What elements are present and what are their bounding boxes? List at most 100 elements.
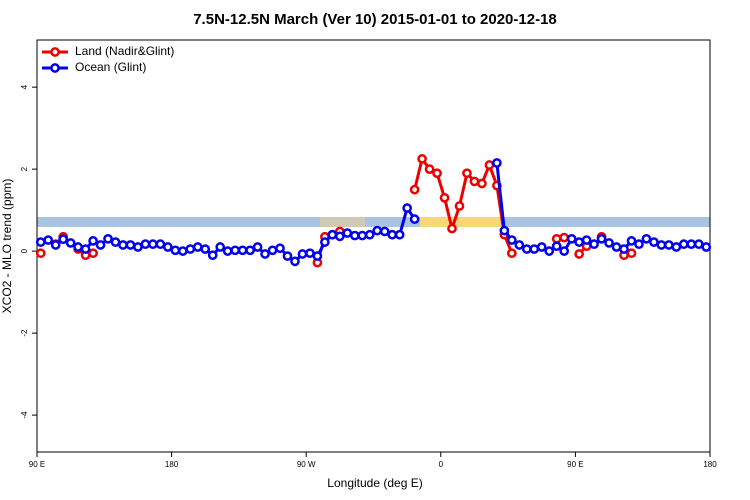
data-point [58, 234, 69, 245]
data-point [432, 168, 442, 179]
data-point [566, 233, 577, 244]
data-point [409, 214, 420, 224]
x-tick-label: 90 E [29, 460, 45, 469]
data-point [394, 229, 405, 240]
x-tick-label: 180 [165, 460, 179, 469]
data-point [252, 242, 263, 252]
data-point [626, 248, 637, 259]
data-point [581, 235, 592, 245]
data-point [282, 251, 293, 261]
data-point [469, 176, 480, 187]
data-point [335, 231, 345, 242]
data-point [267, 245, 278, 256]
legend-marker [50, 63, 60, 73]
data-point [372, 225, 383, 236]
data-point [222, 246, 233, 256]
data-point [678, 239, 689, 250]
legend-label: Ocean (Glint) [75, 60, 146, 74]
data-point [551, 233, 562, 244]
data-point [140, 239, 151, 250]
data-point [35, 237, 46, 247]
data-point [454, 201, 465, 211]
data-point [619, 244, 629, 254]
data-point [148, 239, 158, 250]
data-point [103, 233, 113, 244]
data-point [163, 242, 173, 252]
data-point [88, 248, 98, 259]
data-point [80, 244, 91, 254]
data-point [641, 233, 652, 244]
data-point [200, 244, 211, 254]
data-point [50, 240, 61, 250]
data-point [43, 235, 54, 245]
data-point [611, 242, 622, 252]
data-point [462, 168, 472, 179]
land-band [420, 217, 502, 227]
data-point [604, 238, 614, 248]
data-point [387, 229, 398, 240]
data-point [417, 154, 427, 164]
data-point [521, 244, 532, 254]
data-point [634, 239, 644, 250]
data-point [260, 249, 270, 259]
data-point [327, 229, 338, 240]
data-point [207, 250, 218, 261]
data-point [439, 192, 450, 203]
x-tick-label: 90 E [567, 460, 583, 469]
data-point [185, 244, 196, 254]
data-point [95, 240, 106, 250]
data-point [290, 256, 300, 267]
data-point [275, 243, 285, 254]
chart-title: 7.5N-12.5N March (Ver 10) 2015-01-01 to … [193, 11, 557, 28]
ocean-band [37, 217, 710, 227]
data-point [484, 160, 495, 170]
data-point [424, 164, 435, 174]
x-axis-label: Longitude (deg E) [327, 476, 422, 490]
data-point [506, 235, 517, 245]
legend-label: Land (Nadir&Glint) [75, 44, 174, 58]
data-point [402, 203, 412, 213]
data-point [671, 242, 682, 252]
data-point [170, 245, 181, 256]
x-tick-label: 180 [703, 460, 717, 469]
data-point [118, 240, 128, 250]
data-point [514, 240, 525, 250]
x-tick-label: 0 [439, 460, 444, 469]
data-point [357, 230, 368, 241]
data-point [559, 232, 570, 243]
y-tick-label: -2 [20, 329, 29, 337]
data-point [693, 239, 704, 250]
data-point [230, 245, 241, 256]
data-point [192, 242, 203, 252]
y-axis-label: XCO2 - MLO trend (ppm) [0, 179, 14, 314]
data-point [133, 242, 143, 252]
data-point [656, 240, 667, 250]
data-point [536, 242, 547, 252]
data-point [574, 237, 584, 247]
data-point [342, 228, 353, 238]
data-point [447, 223, 457, 234]
data-point [125, 240, 136, 250]
data-point [177, 246, 188, 256]
data-point [409, 184, 420, 195]
data-point [544, 246, 555, 256]
data-point [73, 242, 83, 252]
data-point [559, 246, 570, 256]
data-point [305, 248, 315, 259]
data-point [664, 240, 674, 250]
data-point [701, 242, 712, 252]
data-point [297, 249, 308, 259]
data-point [155, 239, 166, 250]
data-point [320, 237, 330, 247]
data-point [245, 245, 255, 256]
data-point [686, 239, 697, 250]
data-point [237, 245, 248, 256]
data-point [88, 236, 98, 246]
data-point [312, 251, 323, 261]
data-point [596, 233, 607, 244]
data-point [492, 158, 502, 168]
y-tick-label: 2 [20, 166, 29, 171]
y-tick-label: 0 [20, 248, 29, 253]
